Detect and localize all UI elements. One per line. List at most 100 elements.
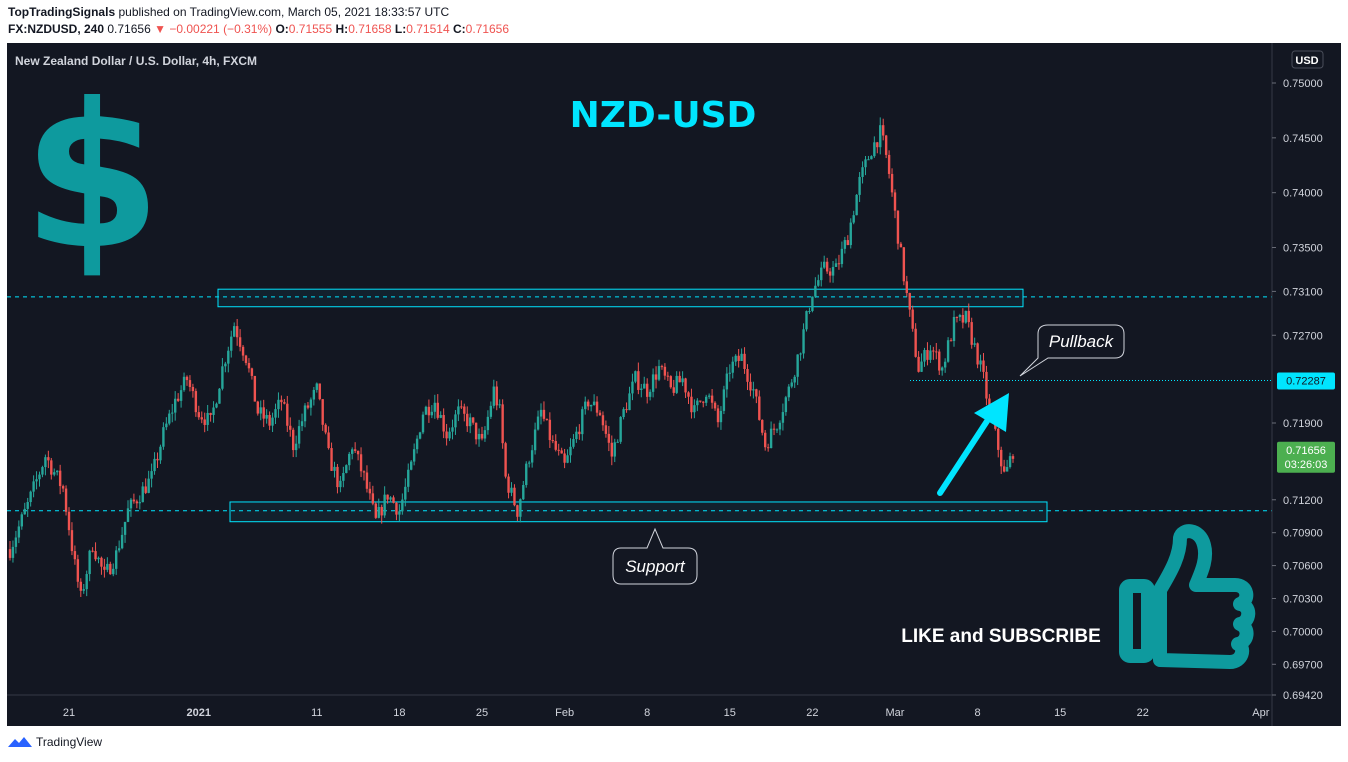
candle: [548, 412, 552, 448]
x-tick-label: 22: [1137, 707, 1149, 719]
pullback-arrow[interactable]: [937, 393, 1009, 496]
y-tick-label: 0.73100: [1283, 286, 1323, 298]
time-axis[interactable]: 21 2021 11 18 25 Feb 8 15 22 Mar 8 15 22 Apr: [7, 694, 1272, 719]
candle: [572, 434, 575, 449]
zones[interactable]: [217, 288, 1048, 523]
candle: [457, 399, 460, 422]
price-axis[interactable]: 0.75000 0.74500 0.74000 0.73500 0.73100 0.727…: [1271, 43, 1323, 726]
candle: [831, 261, 835, 283]
pullback-callout[interactable]: Pullback: [1019, 324, 1125, 377]
candle: [852, 210, 855, 225]
footer-brand[interactable]: TradingView: [36, 735, 103, 749]
candle: [955, 316, 959, 323]
x-tick-label: 25: [476, 707, 488, 719]
candle: [50, 457, 53, 480]
candle: [734, 354, 737, 366]
resistance-zone[interactable]: [217, 288, 1024, 308]
close-value: 0.71656: [465, 22, 510, 36]
candle: [799, 352, 802, 361]
candle: [870, 155, 873, 160]
candle: [238, 329, 242, 352]
candle: [76, 554, 80, 588]
candle: [191, 383, 195, 398]
candle: [303, 403, 307, 428]
candle: [640, 383, 643, 398]
candle: [56, 470, 59, 476]
publish-info: TopTradingSignals published on TradingVi…: [8, 5, 449, 19]
candle: [1008, 452, 1012, 469]
candle: [241, 344, 245, 361]
candle: [147, 470, 150, 494]
candle: [162, 422, 165, 450]
candle: [383, 486, 386, 518]
candle: [436, 394, 439, 420]
candle: [415, 435, 419, 454]
candle: [294, 435, 298, 458]
candle: [300, 413, 304, 432]
candle: [522, 480, 525, 501]
support-label: Support: [625, 557, 686, 576]
candle: [471, 417, 475, 425]
candle: [153, 452, 156, 475]
currency-badge[interactable]: USD: [1291, 50, 1324, 69]
x-tick-label: 15: [724, 707, 736, 719]
candle: [20, 512, 23, 530]
candle: [474, 422, 478, 445]
candle: [542, 401, 546, 422]
candle: [958, 313, 962, 322]
x-tick-label: Mar: [886, 707, 905, 719]
candle: [141, 482, 144, 503]
candle: [820, 261, 823, 287]
candle: [85, 570, 88, 597]
candle: [206, 404, 209, 431]
candle: [333, 461, 336, 478]
x-tick-label: Feb: [555, 707, 574, 719]
candle: [392, 495, 395, 504]
candle: [758, 390, 761, 421]
candle: [371, 485, 375, 506]
publisher-name[interactable]: TopTradingSignals: [8, 5, 116, 19]
candle: [64, 485, 68, 516]
candle: [843, 236, 847, 254]
x-tick-label: 2021: [187, 707, 211, 719]
candle: [746, 364, 749, 390]
candle: [914, 323, 917, 358]
candle: [855, 194, 858, 216]
x-tick-label: Apr: [1252, 707, 1269, 719]
candle: [533, 422, 537, 455]
candle: [837, 254, 841, 270]
candle: [743, 347, 746, 374]
candle: [463, 403, 466, 422]
candle: [849, 218, 852, 249]
support-callout[interactable]: Support: [612, 527, 698, 585]
candle: [769, 421, 773, 449]
candle: [224, 361, 227, 373]
candle: [439, 411, 442, 419]
tradingview-logo-icon: [8, 737, 32, 747]
candle: [112, 563, 115, 577]
candle: [699, 400, 702, 403]
candle: [867, 155, 870, 161]
x-tick-label: 22: [806, 707, 818, 719]
candle: [790, 379, 793, 389]
candle: [401, 493, 404, 515]
support-zone[interactable]: [229, 501, 1048, 523]
candle: [244, 354, 248, 366]
candle: [91, 547, 94, 553]
candle: [197, 405, 200, 420]
candle: [268, 411, 271, 431]
candle: [690, 388, 693, 419]
candle: [864, 155, 867, 176]
candle: [938, 349, 941, 375]
candle: [194, 388, 198, 417]
candle: [342, 466, 345, 488]
candle: [11, 540, 15, 563]
candle: [227, 346, 230, 373]
y-tick-label: 0.70300: [1283, 593, 1323, 605]
candle: [23, 502, 26, 515]
candle: [828, 267, 832, 283]
overlay-title: NZD-USD: [570, 95, 757, 136]
candle: [82, 583, 85, 594]
candle: [271, 412, 274, 432]
